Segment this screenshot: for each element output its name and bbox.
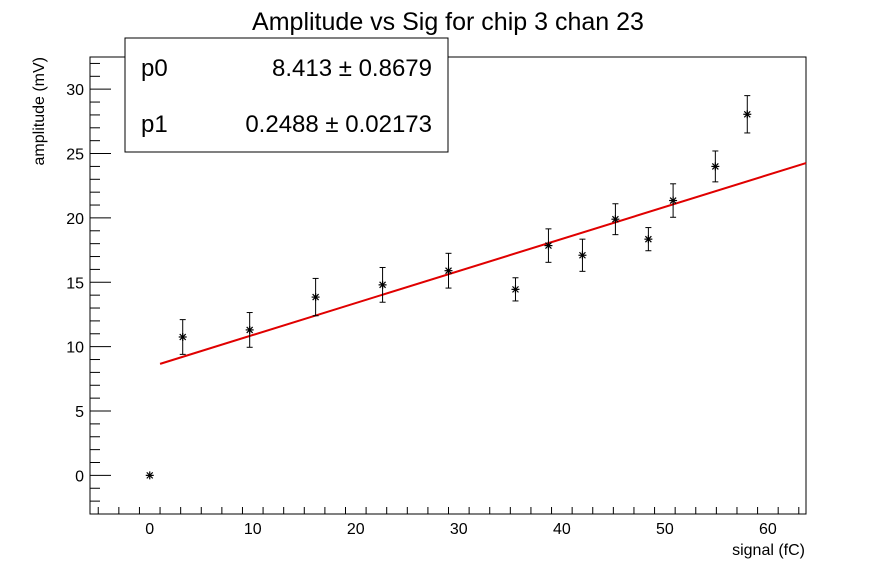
points-layer bbox=[145, 95, 752, 480]
data-point bbox=[245, 312, 254, 348]
y-axis: 0 5 10 15 20 25 30 bbox=[66, 62, 111, 502]
x-tick-label: 60 bbox=[759, 521, 777, 538]
stats-param-name: p1 bbox=[141, 111, 168, 138]
data-point bbox=[145, 471, 154, 480]
stats-param-name: p0 bbox=[141, 55, 168, 82]
data-point bbox=[611, 203, 620, 236]
data-point bbox=[669, 183, 678, 218]
star-marker bbox=[711, 162, 720, 171]
data-point bbox=[444, 252, 453, 289]
fit-layer bbox=[159, 162, 807, 365]
star-marker bbox=[578, 251, 587, 260]
data-point bbox=[511, 277, 520, 302]
data-point bbox=[544, 228, 553, 263]
y-tick-label: 10 bbox=[66, 340, 84, 357]
y-tick-label: 5 bbox=[75, 404, 84, 421]
y-axis-label: amplitude (mV) bbox=[31, 57, 48, 165]
x-axis: 0 10 20 30 40 50 60 bbox=[97, 507, 800, 538]
chart-title: Amplitude vs Sig for chip 3 chan 23 bbox=[252, 8, 644, 36]
star-marker bbox=[145, 471, 154, 480]
star-marker bbox=[311, 293, 320, 302]
y-tick-label: 30 bbox=[66, 82, 84, 99]
x-tick-label: 0 bbox=[145, 521, 154, 538]
data-point bbox=[578, 238, 587, 272]
y-tick-label: 25 bbox=[66, 147, 84, 164]
x-tick-label: 30 bbox=[450, 521, 468, 538]
star-marker bbox=[644, 235, 653, 244]
star-marker bbox=[378, 280, 387, 289]
star-marker bbox=[511, 285, 520, 294]
star-marker bbox=[669, 196, 678, 205]
star-marker bbox=[544, 241, 553, 250]
y-tick-label: 15 bbox=[66, 275, 84, 292]
star-marker bbox=[743, 110, 752, 119]
x-tick-label: 40 bbox=[553, 521, 571, 538]
x-axis-label: signal (fC) bbox=[732, 542, 805, 559]
fit-line bbox=[159, 162, 807, 365]
star-marker bbox=[444, 266, 453, 275]
star-marker bbox=[178, 332, 187, 341]
stats-box: p0 8.413 ± 0.8679 p1 0.2488 ± 0.02173 bbox=[124, 37, 449, 153]
data-point bbox=[743, 95, 752, 134]
stats-param-value: 8.413 ± 0.8679 bbox=[272, 55, 432, 82]
y-tick-label: 0 bbox=[75, 468, 84, 485]
stats-param-value: 0.2488 ± 0.02173 bbox=[245, 111, 432, 138]
data-point bbox=[178, 319, 187, 355]
x-tick-label: 50 bbox=[656, 521, 674, 538]
data-point bbox=[378, 266, 387, 303]
y-tick-label: 20 bbox=[66, 211, 84, 228]
x-tick-label: 10 bbox=[244, 521, 262, 538]
data-point bbox=[311, 277, 320, 317]
data-point bbox=[644, 227, 653, 252]
data-point bbox=[711, 150, 720, 183]
star-marker bbox=[245, 325, 254, 334]
stats-box-border bbox=[124, 37, 449, 153]
star-marker bbox=[611, 215, 620, 224]
x-tick-label: 20 bbox=[347, 521, 365, 538]
